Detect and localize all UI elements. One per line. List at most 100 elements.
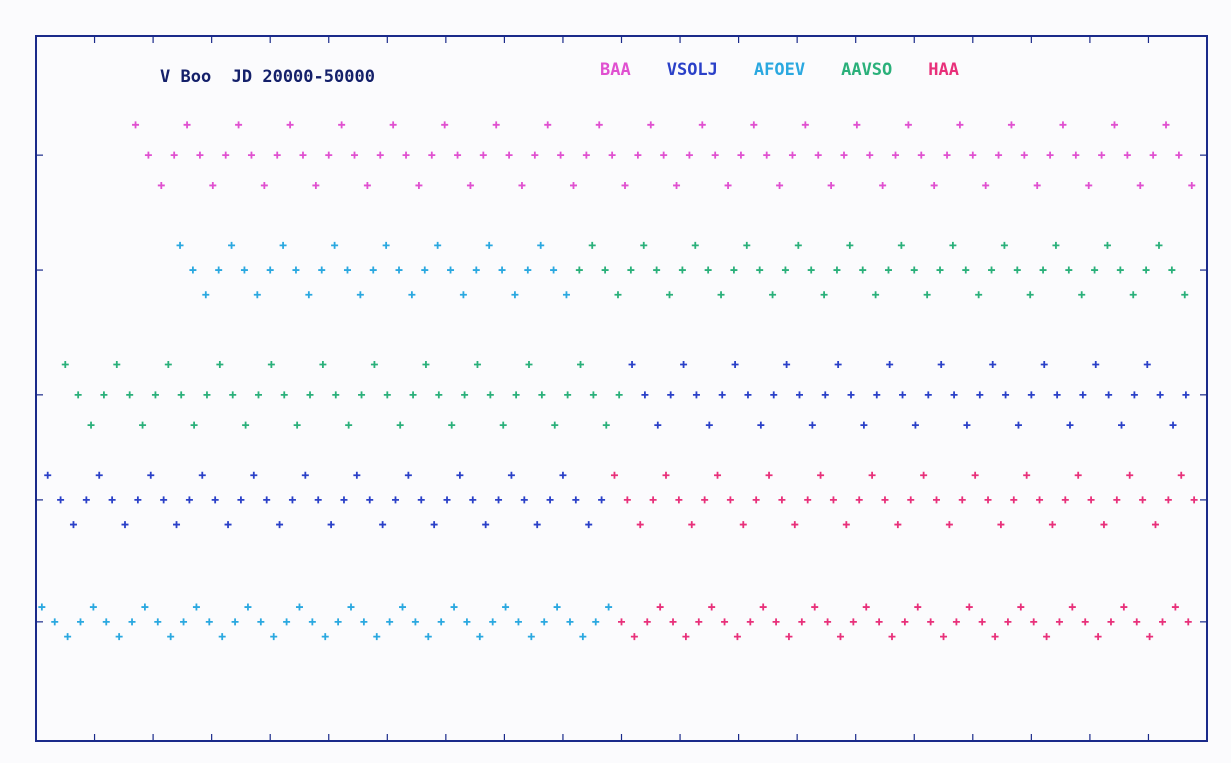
data-point [1133, 618, 1141, 626]
data-point [489, 618, 497, 626]
data-point [989, 361, 997, 369]
data-point [363, 181, 371, 189]
data-point [667, 391, 675, 399]
data-point [643, 618, 651, 626]
data-point [345, 421, 353, 429]
data-point [1053, 391, 1061, 399]
data-point [666, 291, 674, 299]
data-point [1168, 266, 1176, 274]
legend-entry: VSOLJ [667, 60, 718, 80]
data-point [209, 181, 217, 189]
data-point [872, 291, 880, 299]
data-point [605, 603, 613, 611]
data-point [224, 521, 232, 529]
data-point [180, 618, 188, 626]
data-point [739, 521, 747, 529]
data-point [1061, 496, 1069, 504]
data-point [769, 291, 777, 299]
data-point [958, 496, 966, 504]
data-point [553, 603, 561, 611]
data-point [89, 603, 97, 611]
data-point [937, 361, 945, 369]
data-point [649, 496, 657, 504]
data-point [177, 391, 185, 399]
data-point [154, 618, 162, 626]
data-point [121, 521, 129, 529]
data-point [791, 521, 799, 529]
legend-entry: AFOEV [754, 60, 805, 80]
data-point [524, 266, 532, 274]
data-point [932, 496, 940, 504]
data-point [447, 266, 455, 274]
data-point [211, 496, 219, 504]
data-point [196, 151, 204, 159]
data-point [866, 151, 874, 159]
data-point [1007, 121, 1015, 129]
data-point [1027, 391, 1035, 399]
data-point [502, 603, 510, 611]
data-point [868, 471, 876, 479]
data-point [61, 361, 69, 369]
data-point [656, 603, 664, 611]
data-point [636, 521, 644, 529]
data-point [441, 121, 449, 129]
data-point [894, 521, 902, 529]
data-point [95, 471, 103, 479]
data-point [778, 496, 786, 504]
data-point [525, 361, 533, 369]
data-point [108, 496, 116, 504]
data-point [881, 496, 889, 504]
data-point [267, 361, 275, 369]
data-point [820, 291, 828, 299]
data-point [759, 603, 767, 611]
data-point [811, 603, 819, 611]
data-point [351, 151, 359, 159]
data-point [924, 391, 932, 399]
data-point [695, 618, 703, 626]
data-point [940, 633, 948, 641]
data-point [1113, 496, 1121, 504]
data-point [988, 266, 996, 274]
data-point [1078, 291, 1086, 299]
data-point [608, 151, 616, 159]
data-point [1043, 633, 1051, 641]
data-point [1098, 151, 1106, 159]
data-point [920, 471, 928, 479]
legend-entry: HAA [928, 60, 959, 80]
data-point [562, 291, 570, 299]
data-point [701, 496, 709, 504]
data-point [1136, 181, 1144, 189]
data-point [634, 151, 642, 159]
data-point [288, 496, 296, 504]
data-point [473, 361, 481, 369]
data-point [82, 496, 90, 504]
data-point [305, 291, 313, 299]
data-point [592, 618, 600, 626]
data-point [704, 266, 712, 274]
data-point [325, 151, 333, 159]
data-point [511, 291, 519, 299]
data-point [373, 633, 381, 641]
data-point [540, 618, 548, 626]
data-point [669, 618, 677, 626]
data-point [660, 151, 668, 159]
data-point [1107, 618, 1115, 626]
data-point [923, 291, 931, 299]
data-point [170, 151, 178, 159]
data-point [840, 151, 848, 159]
data-point [551, 421, 559, 429]
data-point [353, 471, 361, 479]
data-point [1181, 291, 1189, 299]
data-point [991, 633, 999, 641]
data-point [495, 496, 503, 504]
data-point [846, 241, 854, 249]
data-point [507, 471, 515, 479]
data-point [411, 618, 419, 626]
data-point [266, 266, 274, 274]
data-point [314, 496, 322, 504]
data-point [430, 521, 438, 529]
data-point [1092, 361, 1100, 369]
data-point [253, 291, 261, 299]
data-point [724, 181, 732, 189]
data-point [1039, 266, 1047, 274]
